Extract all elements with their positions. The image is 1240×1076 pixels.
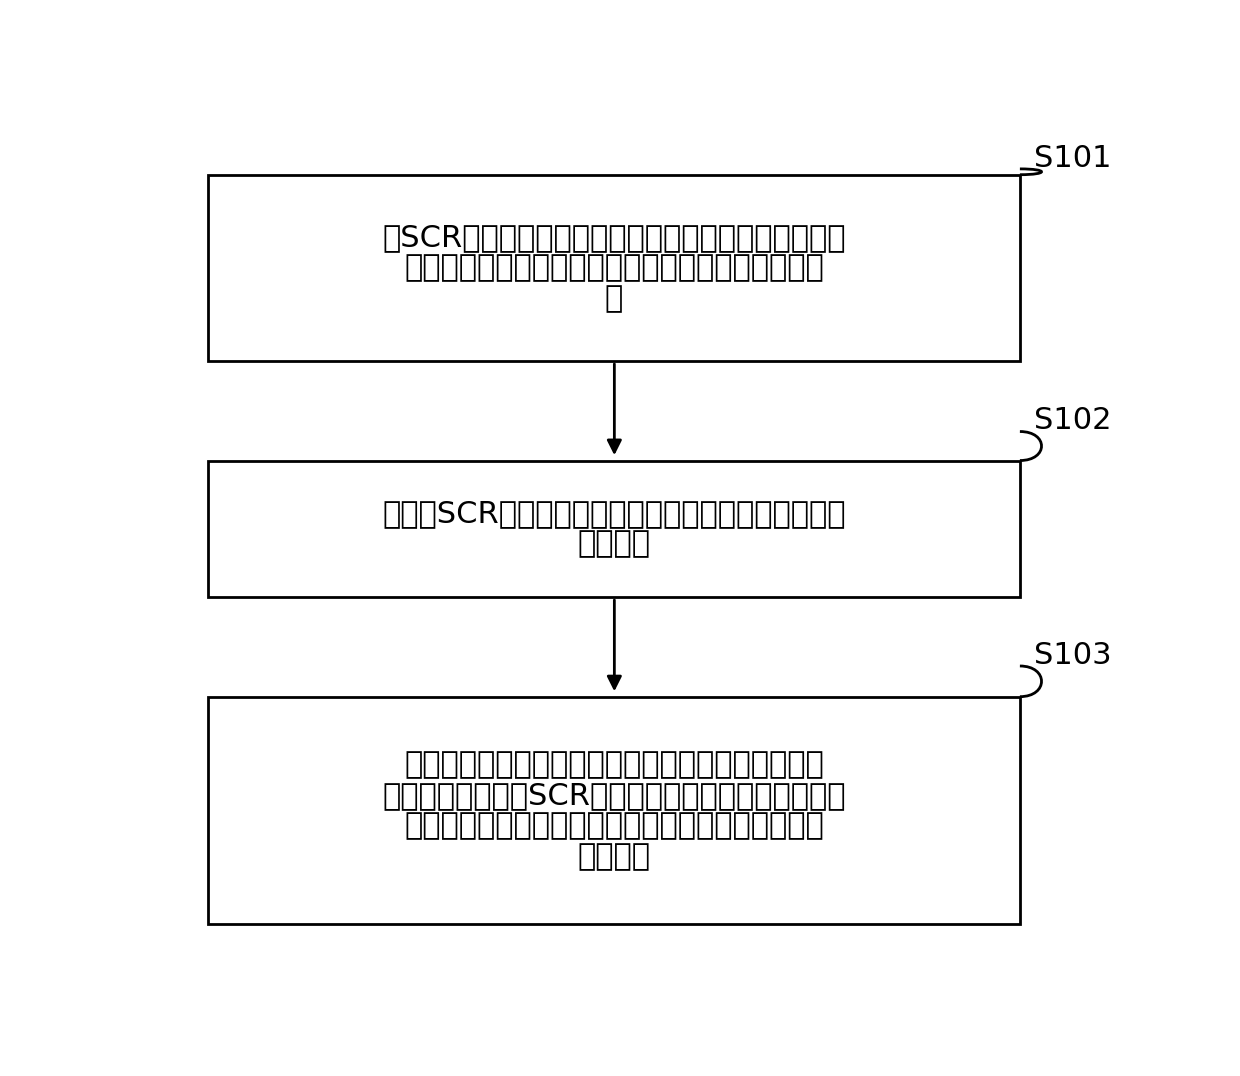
Text: S101: S101	[1034, 143, 1112, 172]
Text: S103: S103	[1034, 640, 1112, 669]
Text: 对所述SCR脱硝系统进行现场性能试验，获取现场性能: 对所述SCR脱硝系统进行现场性能试验，获取现场性能	[382, 499, 846, 528]
FancyBboxPatch shape	[208, 696, 1019, 924]
Text: 性: 性	[605, 284, 622, 313]
Text: S102: S102	[1034, 407, 1112, 436]
Text: ，并通过所述现场性能试验数据回归，获得催化剂的: ，并通过所述现场性能试验数据回归，获得催化剂的	[404, 811, 823, 840]
Text: 对SCR脱硝系统的催化剂进行取样，获得催化剂样本，: 对SCR脱硝系统的催化剂进行取样，获得催化剂样本，	[382, 223, 846, 252]
Text: 对所述催化剂样本进行活性检测，获得催化剂表观活: 对所述催化剂样本进行活性检测，获得催化剂表观活	[404, 253, 823, 282]
Text: 将所述催化剂表观活性作为各层催化剂活性大小的相: 将所述催化剂表观活性作为各层催化剂活性大小的相	[404, 750, 823, 779]
FancyBboxPatch shape	[208, 461, 1019, 597]
Text: 对比例，代入所述SCR脱硝系统的反应器性能计算模型: 对比例，代入所述SCR脱硝系统的反应器性能计算模型	[382, 781, 846, 810]
Text: 试验数据: 试验数据	[578, 529, 650, 558]
Text: 真实活性: 真实活性	[578, 841, 650, 870]
FancyBboxPatch shape	[208, 174, 1019, 362]
